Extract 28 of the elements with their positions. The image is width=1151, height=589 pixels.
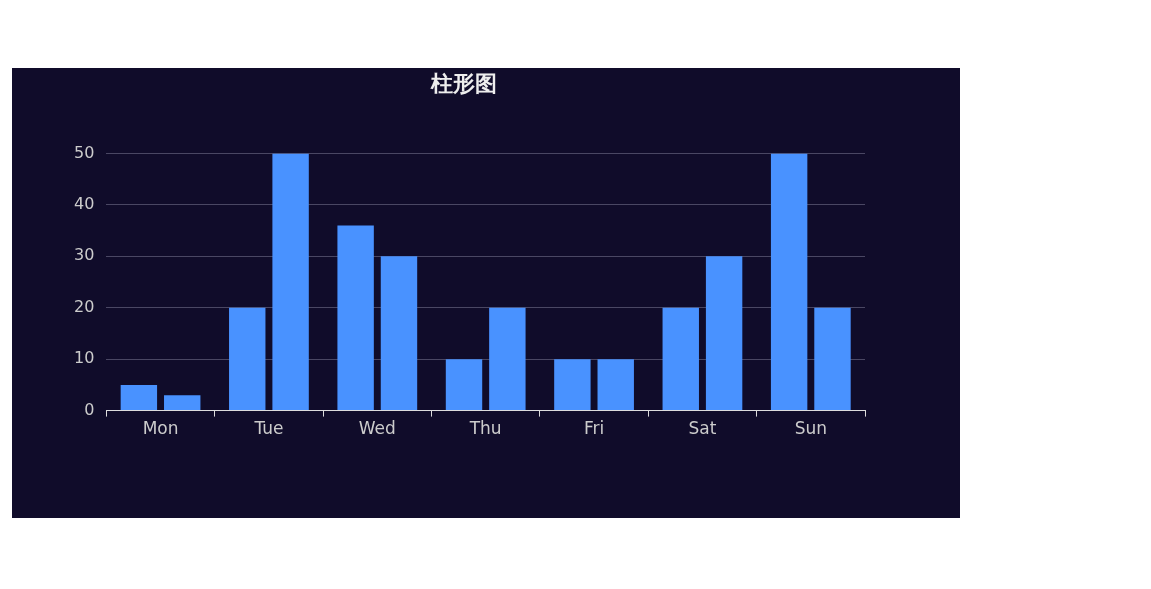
x-tick-label: Tue — [253, 418, 284, 439]
x-tick-label: Fri — [583, 418, 605, 439]
bar — [380, 256, 418, 411]
chart-title: 柱形图 — [429, 70, 497, 96]
bar — [662, 307, 699, 411]
y-tick-label: 40 — [74, 194, 95, 213]
x-tick-label: Sat — [688, 418, 717, 439]
bar — [489, 307, 526, 411]
x-tick-label: Thu — [468, 418, 502, 439]
x-tick-label: Sun — [794, 418, 827, 439]
bar — [554, 359, 591, 411]
y-tick-label: 0 — [84, 399, 95, 419]
bar — [705, 256, 743, 411]
bar — [770, 153, 808, 411]
bar — [164, 395, 201, 411]
x-tick-label: Wed — [358, 418, 396, 439]
y-tick-label: 50 — [74, 142, 95, 162]
bar — [337, 225, 374, 411]
y-tick-label: 10 — [74, 348, 95, 368]
bar — [272, 153, 309, 411]
bar — [597, 359, 634, 411]
x-tick-label: Mon — [142, 418, 179, 439]
y-tick-label: 20 — [74, 296, 95, 316]
bar — [120, 384, 158, 411]
bar — [445, 359, 483, 411]
bar — [814, 307, 851, 411]
y-tick-label: 30 — [74, 245, 95, 265]
bar — [229, 307, 266, 411]
